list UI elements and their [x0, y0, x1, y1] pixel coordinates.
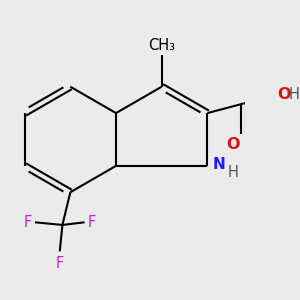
Text: O: O [226, 137, 240, 152]
Text: F: F [24, 215, 32, 230]
Text: F: F [88, 215, 96, 230]
Text: CH₃: CH₃ [148, 38, 175, 53]
Text: N: N [213, 157, 225, 172]
Text: O: O [277, 87, 291, 102]
Text: F: F [56, 256, 64, 271]
Text: H: H [227, 165, 238, 180]
Text: H: H [288, 87, 299, 102]
